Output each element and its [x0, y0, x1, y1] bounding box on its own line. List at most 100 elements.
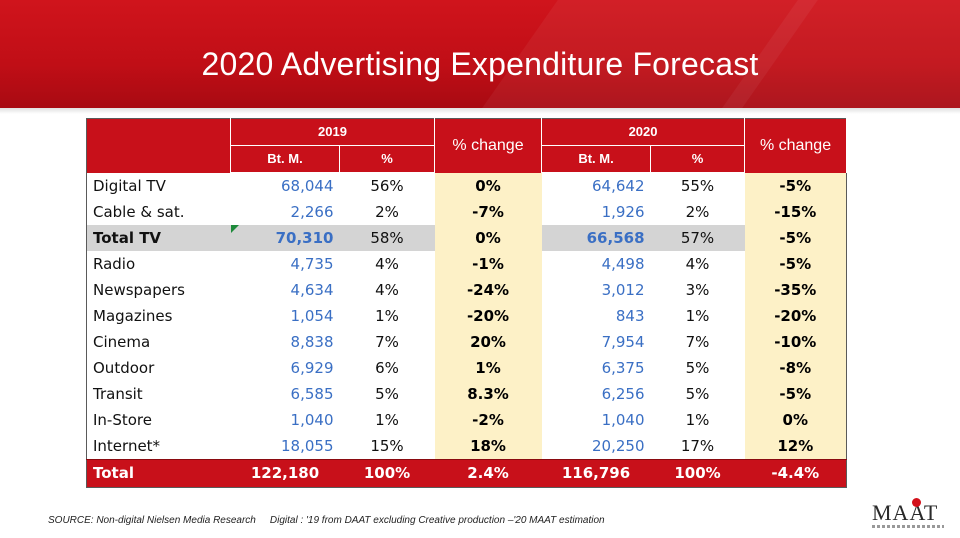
share-2019: 58% [339, 225, 435, 251]
share-2020: 5% [685, 359, 710, 377]
share-2020: 7% [685, 333, 710, 351]
change-2020: 0% [744, 407, 847, 433]
change-2019: 20% [434, 329, 542, 355]
total-label: Total [86, 459, 231, 488]
header-year-2020: 2020 [541, 118, 746, 146]
change-2020: 12% [744, 433, 847, 460]
share-2019: 2% [375, 203, 399, 221]
change-2020: -5% [744, 381, 847, 407]
maat-logo-icon: MAAT [870, 498, 944, 534]
table-row: Newspapers 4,634 4% -24% 3,012 3% -35% [87, 277, 847, 303]
value-2020: 20,250 [592, 437, 645, 455]
share-2020: 5% [685, 385, 710, 403]
value-2020: 1,040 [601, 411, 645, 429]
row-label: In-Store [93, 411, 152, 429]
total-share-2020: 100% [650, 459, 745, 488]
change-2020: -8% [744, 355, 847, 381]
share-2019: 4% [375, 255, 399, 273]
header-pct-2019: % [339, 145, 436, 173]
value-2020: 6,256 [601, 385, 645, 403]
source-left: SOURCE: Non-digital Nielsen Media Resear… [48, 515, 256, 526]
row-label: Cable & sat. [93, 203, 185, 221]
header-bt-2019: Bt. M. [230, 145, 340, 173]
page-title: 2020 Advertising Expenditure Forecast [201, 46, 759, 82]
table-row: Transit 6,585 5% 8.3% 6,256 5% -5% [87, 381, 847, 407]
share-2020: 4% [685, 255, 710, 273]
table-row: In-Store 1,040 1% -2% 1,040 1% 0% [87, 407, 847, 433]
header-bt-2020: Bt. M. [541, 145, 652, 173]
cell-note-marker-icon [231, 225, 239, 233]
share-2020: 1% [685, 307, 710, 325]
change-2020: -5% [744, 225, 847, 251]
header-change-2019: % change [434, 118, 543, 173]
title-banner [0, 0, 960, 108]
value-2019: 1,054 [290, 307, 334, 325]
value-2020: 4,498 [601, 255, 645, 273]
banner-shadow [0, 108, 960, 114]
share-2019: 5% [375, 385, 399, 403]
share-2019: 56% [370, 177, 404, 195]
row-label: Total TV [86, 225, 239, 251]
change-2020: -5% [744, 172, 847, 199]
change-2020: -15% [744, 199, 847, 225]
value-2020: 64,642 [592, 177, 645, 195]
change-2019: -24% [434, 277, 542, 303]
change-2019: -20% [434, 303, 542, 329]
table-row-total-tv: Total TV 70,310 58% 0% 66,568 57% -5% [86, 225, 847, 251]
table-row: Cable & sat. 2,266 2% -7% 1,926 2% -15% [87, 199, 847, 225]
row-label: Outdoor [93, 359, 155, 377]
value-2019: 4,735 [290, 255, 334, 273]
change-2019: 18% [434, 433, 542, 460]
value-2019: 2,266 [290, 203, 334, 221]
change-2020: -5% [744, 251, 847, 277]
change-2020: -20% [744, 303, 847, 329]
share-2019: 1% [375, 411, 399, 429]
total-share-2019: 100% [339, 459, 435, 488]
share-2020: 57% [650, 225, 745, 251]
change-2020: -35% [744, 277, 847, 303]
change-2020: -10% [744, 329, 847, 355]
change-2019: 8.3% [434, 381, 542, 407]
row-label: Newspapers [93, 281, 185, 299]
table-row: Digital TV 68,044 56% 0% 64,642 55% -5% [87, 172, 847, 199]
header-change-2020: % change [744, 118, 848, 173]
change-2019: -7% [434, 199, 542, 225]
total-change-2020: -4.4% [744, 459, 847, 488]
value-2020: 3,012 [601, 281, 645, 299]
table-row: Outdoor 6,929 6% 1% 6,375 5% -8% [87, 355, 847, 381]
share-2019: 15% [370, 437, 404, 455]
total-change-2019: 2.4% [434, 459, 542, 488]
forecast-table: 2019 % change 2020 % change Bt. M. % Bt.… [86, 118, 848, 488]
share-2020: 55% [680, 177, 715, 195]
value-2020: 6,375 [601, 359, 645, 377]
value-2020: 843 [615, 307, 645, 325]
share-2019: 4% [375, 281, 399, 299]
value-2020: 7,954 [601, 333, 645, 351]
value-2019: 8,838 [290, 333, 334, 351]
value-2019: 6,929 [290, 359, 334, 377]
value-2020: 66,568 [541, 225, 651, 251]
change-2019: 1% [434, 355, 542, 381]
change-2019: 0% [434, 225, 542, 251]
value-2019: 70,310 [230, 225, 340, 251]
header-year-2019: 2019 [230, 118, 436, 146]
header-blank-cell [86, 118, 231, 173]
row-label-text: Total TV [93, 229, 162, 247]
value-2019: 1,040 [290, 411, 334, 429]
change-2019: -1% [434, 251, 542, 277]
share-2020: 17% [680, 437, 715, 455]
row-label: Internet* [93, 437, 161, 455]
share-2020: 2% [685, 203, 710, 221]
share-2019: 6% [375, 359, 399, 377]
total-value-2019: 122,180 [230, 459, 340, 488]
table-row: Radio 4,735 4% -1% 4,498 4% -5% [87, 251, 847, 277]
row-label: Magazines [93, 307, 173, 325]
logo-tagline-mark [872, 525, 944, 528]
logo-text: MAAT [872, 500, 939, 525]
table-row-total: Total 122,180 100% 2.4% 116,796 100% -4.… [86, 459, 847, 488]
value-2019: 18,055 [281, 437, 334, 455]
share-2019: 7% [375, 333, 399, 351]
share-2020: 3% [685, 281, 710, 299]
value-2020: 1,926 [601, 203, 645, 221]
row-label: Radio [93, 255, 136, 273]
